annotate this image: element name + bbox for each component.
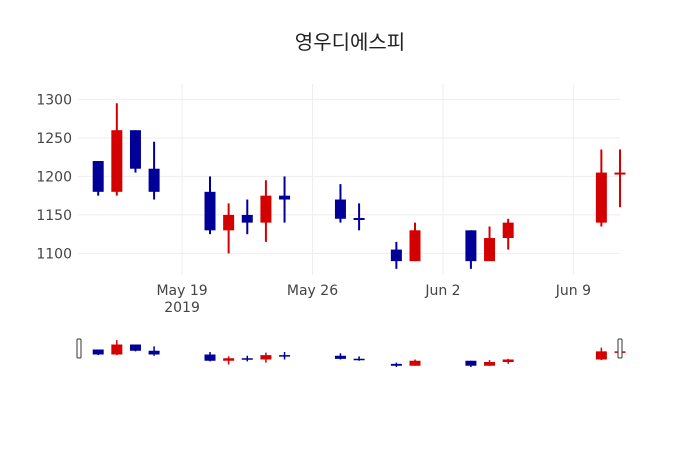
candle-body <box>502 222 514 239</box>
slider-candle-2019-06-05 <box>502 358 514 364</box>
slider-candle-2019-05-21 <box>223 356 235 365</box>
slider-candle-body <box>92 349 104 355</box>
y-tick-label: 1250 <box>36 131 72 147</box>
candle-body <box>204 191 216 231</box>
slider-candle-body <box>484 362 496 366</box>
y-tick-label: 1200 <box>36 169 72 185</box>
x-tick-label: Jun 2 <box>424 283 460 299</box>
candle-body <box>148 168 160 192</box>
candle-2019-05-15 <box>111 103 123 196</box>
x-tick-label: Jun 9 <box>555 283 591 299</box>
slider-candle-body <box>148 350 160 355</box>
slider-candle-body <box>111 344 123 355</box>
range-slider[interactable] <box>76 338 626 367</box>
slider-candle-2019-05-16 <box>129 344 141 352</box>
slider-candle-2019-05-17 <box>148 346 160 356</box>
slider-candle-body <box>260 355 272 360</box>
slider-candle-body <box>465 360 477 366</box>
candle-body <box>484 238 496 262</box>
candle-2019-06-11 <box>614 149 626 208</box>
slider-candle-body <box>279 355 291 357</box>
slider-candle-body <box>390 363 402 366</box>
slider-candle-body <box>502 359 514 362</box>
candle-body <box>111 130 123 192</box>
candle-body <box>595 172 607 223</box>
candle-2019-06-05 <box>502 218 514 250</box>
candle-body <box>223 214 235 231</box>
slider-candle-body <box>409 360 421 366</box>
candle-2019-05-17 <box>148 141 160 200</box>
slider-candle-body <box>595 351 607 360</box>
slider-candle-2019-06-04 <box>484 360 496 366</box>
candle-body <box>260 195 272 223</box>
slider-candle-2019-06-10 <box>595 347 607 361</box>
slider-candle-2019-05-27 <box>334 353 346 360</box>
candle-2019-05-28 <box>353 203 365 231</box>
slider-candle-2019-05-22 <box>241 355 253 362</box>
slider-candle-2019-05-28 <box>353 356 365 361</box>
candle-2019-05-24 <box>279 176 291 223</box>
candle-body <box>614 172 626 175</box>
candle-2019-06-10 <box>595 149 607 227</box>
candle-body <box>465 230 477 262</box>
slider-candle-2019-05-30 <box>390 362 402 367</box>
candle-body <box>92 161 104 192</box>
chart-title: 영우디에스피 <box>295 30 405 54</box>
x-tick-year-label: 2019 <box>164 300 200 316</box>
candle-2019-06-04 <box>484 226 496 262</box>
y-tick-label: 1150 <box>36 208 72 224</box>
range-slider-left-handle[interactable] <box>76 338 82 359</box>
slider-candle-2019-05-20 <box>204 352 216 362</box>
slider-candle-body <box>353 358 365 361</box>
slider-candle-2019-05-14 <box>92 349 104 356</box>
candle-2019-05-30 <box>390 241 402 269</box>
slider-candle-2019-05-24 <box>279 352 291 360</box>
candle-2019-06-03 <box>465 230 477 269</box>
slider-candle-2019-05-15 <box>111 340 123 356</box>
candle-body <box>390 249 402 262</box>
candle-body <box>241 214 253 223</box>
y-tick-label: 1300 <box>36 92 72 108</box>
candle-2019-05-31 <box>409 222 421 262</box>
y-tick-label: 1100 <box>36 246 72 262</box>
candle-2019-05-20 <box>204 176 216 235</box>
candle-body <box>279 195 291 200</box>
candle-body <box>129 130 141 169</box>
slider-candle-body <box>129 344 141 351</box>
candle-2019-05-16 <box>129 130 141 173</box>
candle-2019-05-21 <box>223 203 235 254</box>
candle-body <box>409 230 421 262</box>
slider-candle-2019-06-03 <box>465 360 477 367</box>
slider-candle-body <box>334 355 346 359</box>
x-tick-label: May 26 <box>287 283 338 299</box>
candle-2019-05-23 <box>260 180 272 242</box>
range-slider-right-handle[interactable] <box>617 338 623 359</box>
slider-candle-2019-05-31 <box>409 359 421 366</box>
candle-2019-05-27 <box>334 184 346 223</box>
candle-2019-05-22 <box>241 199 253 235</box>
candle-body <box>334 199 346 219</box>
slider-candle-body <box>204 354 216 361</box>
slider-candle-body <box>223 358 235 361</box>
slider-candle-body <box>241 358 253 360</box>
candle-2019-05-14 <box>92 161 104 196</box>
x-tick-label: May 19 <box>156 283 207 299</box>
candle-body <box>353 218 365 221</box>
slider-candle-2019-05-23 <box>260 352 272 363</box>
